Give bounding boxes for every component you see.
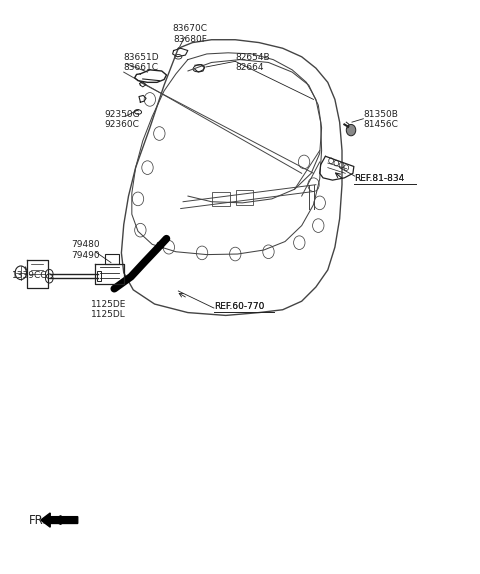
Bar [96, 271, 101, 281]
Text: 92350G
92360C: 92350G 92360C [105, 110, 141, 129]
Text: REF.81-834: REF.81-834 [354, 174, 404, 184]
Text: 1339CC: 1339CC [12, 271, 48, 280]
Text: 81350B
81456C: 81350B 81456C [363, 110, 398, 129]
Text: 82654B
82664: 82654B 82664 [235, 53, 270, 72]
Text: 83670C
83680F: 83670C 83680F [173, 24, 208, 44]
Text: 1125DE
1125DL: 1125DE 1125DL [91, 300, 126, 320]
Text: REF.81-834: REF.81-834 [354, 174, 404, 184]
Circle shape [346, 125, 356, 136]
Bar [213, 192, 229, 206]
Text: REF.60-770: REF.60-770 [214, 302, 264, 312]
Text: FR.: FR. [29, 514, 47, 526]
Bar [105, 254, 119, 264]
Text: REF.60-770: REF.60-770 [214, 302, 264, 312]
Text: 79480
79490: 79480 79490 [72, 241, 100, 260]
Text: 83651D
83661C: 83651D 83661C [124, 53, 159, 72]
FancyArrow shape [41, 513, 78, 527]
Bar [236, 190, 253, 204]
